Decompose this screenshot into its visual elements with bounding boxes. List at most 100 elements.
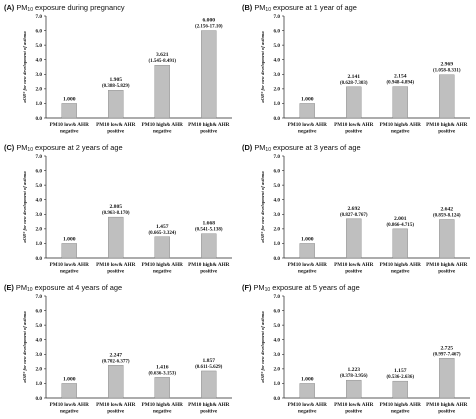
x-category-label-line2: negative <box>60 269 79 275</box>
x-category-label-line2: positive <box>107 269 125 275</box>
y-tick-label: 6.0 <box>36 308 43 314</box>
y-tick-label: 3.0 <box>274 352 281 358</box>
y-tick-label: 7.0 <box>36 14 43 20</box>
x-category-label: PM10 low& AHR <box>96 402 135 408</box>
panel-e: (E) PM10 exposure at 4 years of age 0.0 1… <box>0 280 238 419</box>
bar-value-label: 2.969 <box>440 62 453 68</box>
title-rest: exposure during pregnancy <box>32 3 125 12</box>
x-category-label: PM10 high& AHR <box>142 402 183 408</box>
x-category-label-line2: positive <box>345 269 363 275</box>
x-category-label: PM10 low& AHR <box>50 122 89 128</box>
y-tick-label: 5.0 <box>36 183 43 189</box>
bar-ci-label: (0.536-2.636) <box>387 375 415 380</box>
y-tick-label: 2.0 <box>36 87 43 93</box>
y-axis-label: aOR* for new development of asthma <box>260 311 265 383</box>
x-category-label-line2: negative <box>153 129 172 135</box>
y-tick-label: 6.0 <box>274 168 281 174</box>
y-tick-label: 3.0 <box>274 212 281 218</box>
y-tick-label: 5.0 <box>274 183 281 189</box>
title-pm: PM <box>254 3 266 12</box>
x-category-label-line2: negative <box>298 269 317 275</box>
y-tick-label: 4.0 <box>274 58 281 64</box>
x-category-label-line2: positive <box>200 129 218 135</box>
bar-value-label: 1.416 <box>156 364 169 370</box>
y-tick-label: 4.0 <box>36 58 43 64</box>
title-pm-sub: 10 <box>27 147 33 153</box>
bar <box>392 380 408 399</box>
bar <box>108 365 124 399</box>
bar-value-label: 2.692 <box>347 206 360 212</box>
bar <box>299 383 315 399</box>
bar <box>346 218 362 259</box>
bar-value-label: 2.725 <box>440 345 453 351</box>
x-category-label-line2: positive <box>345 409 363 415</box>
y-tick-label: 0.0 <box>36 256 43 262</box>
title-pm-sub: 10 <box>264 287 271 293</box>
bar <box>439 74 455 119</box>
y-tick-label: 2.0 <box>274 227 281 233</box>
y-tick-label: 3.0 <box>36 352 43 358</box>
title-pm: PM <box>16 143 28 152</box>
x-category-label-line2: positive <box>200 409 218 415</box>
bar-value-label: 1.000 <box>63 96 76 102</box>
x-category-label: PM10 low& AHR <box>96 122 135 128</box>
y-tick-label: 6.0 <box>36 28 43 34</box>
bar <box>346 379 362 399</box>
panel-title: (C) PM10 exposure at 2 years of age <box>4 143 123 153</box>
x-category-label: PM10 high& AHR <box>380 402 421 408</box>
y-axis-label: aOR* for new development of asthma <box>260 31 265 103</box>
panel-label: (A) <box>4 3 15 12</box>
bar-value-label: 2.141 <box>347 74 360 80</box>
bar <box>108 90 124 119</box>
title-rest: exposure at 2 years of age <box>32 143 123 152</box>
bar-ci-label: (0.997-7.467) <box>433 352 461 357</box>
bar-ci-label: (0.628-7.303) <box>340 81 368 86</box>
panel-title: (A) PM10 exposure during pregnancy <box>4 3 125 13</box>
x-category-label: PM10 high& AHR <box>142 122 183 128</box>
bar-ci-label: (1.545-8.491) <box>149 59 177 64</box>
bar <box>154 65 170 119</box>
x-category-label-line2: negative <box>391 409 410 415</box>
title-pm: PM <box>254 143 266 152</box>
y-axis-label: aOR* for new development of asthma <box>22 311 27 383</box>
x-category-label-line2: negative <box>60 409 79 415</box>
y-tick-label: 3.0 <box>36 72 43 78</box>
panel-title: (B) PM10 exposure at 1 year of age <box>242 3 357 13</box>
x-category-label: PM10 high& AHR <box>380 262 421 268</box>
bar-value-label: 1.000 <box>301 96 314 102</box>
panel-label: (F) <box>242 283 252 292</box>
bar-value-label: 1.000 <box>63 376 76 382</box>
x-category-label: PM10 high& AHR <box>188 122 229 128</box>
x-category-label: PM10 high& AHR <box>380 122 421 128</box>
y-tick-label: 6.0 <box>274 308 281 314</box>
x-category-label: PM10 low& AHR <box>50 402 89 408</box>
y-tick-label: 1.0 <box>274 381 281 387</box>
panel-title: (F) PM10 exposure at 5 years of age <box>242 283 360 293</box>
x-category-label: PM10 low& AHR <box>334 122 373 128</box>
x-category-label-line2: positive <box>200 269 218 275</box>
y-tick-label: 1.0 <box>36 241 43 247</box>
x-category-label: PM10 low& AHR <box>288 402 327 408</box>
panel-label: (D) <box>242 143 253 152</box>
bar-chart: 0.0 1.0 2.0 3.0 4.0 5.0 6.0 7.0 aOR* for new dev… <box>260 14 470 135</box>
y-tick-label: 6.0 <box>36 168 43 174</box>
bar-ci-label: (0.827-8.767) <box>340 213 368 218</box>
y-tick-label: 5.0 <box>36 43 43 49</box>
y-tick-label: 0.0 <box>36 396 43 402</box>
bar-ci-label: (0.665-3.324) <box>149 231 177 236</box>
y-tick-label: 6.0 <box>274 28 281 34</box>
bar-chart: 0.0 1.0 2.0 3.0 4.0 5.0 6.0 7.0 aOR* for new dev… <box>260 154 470 275</box>
bar <box>108 216 124 259</box>
y-tick-label: 3.0 <box>274 72 281 78</box>
y-tick-label: 0.0 <box>274 116 281 122</box>
bar-chart: 0.0 1.0 2.0 3.0 4.0 5.0 6.0 7.0 aOR* for new dev… <box>260 294 470 415</box>
x-category-label-line2: positive <box>438 409 456 415</box>
bar-ci-label: (0.541-5.138) <box>195 228 223 233</box>
y-tick-label: 7.0 <box>36 154 43 160</box>
x-category-label: PM10 low& AHR <box>334 402 373 408</box>
x-category-label-line2: positive <box>107 409 125 415</box>
bar-ci-label: (1.058-8.331) <box>433 69 461 74</box>
bar-value-label: 6.000 <box>202 18 215 24</box>
title-pm-sub: 10 <box>27 7 33 13</box>
bar-value-label: 1.223 <box>347 367 360 373</box>
